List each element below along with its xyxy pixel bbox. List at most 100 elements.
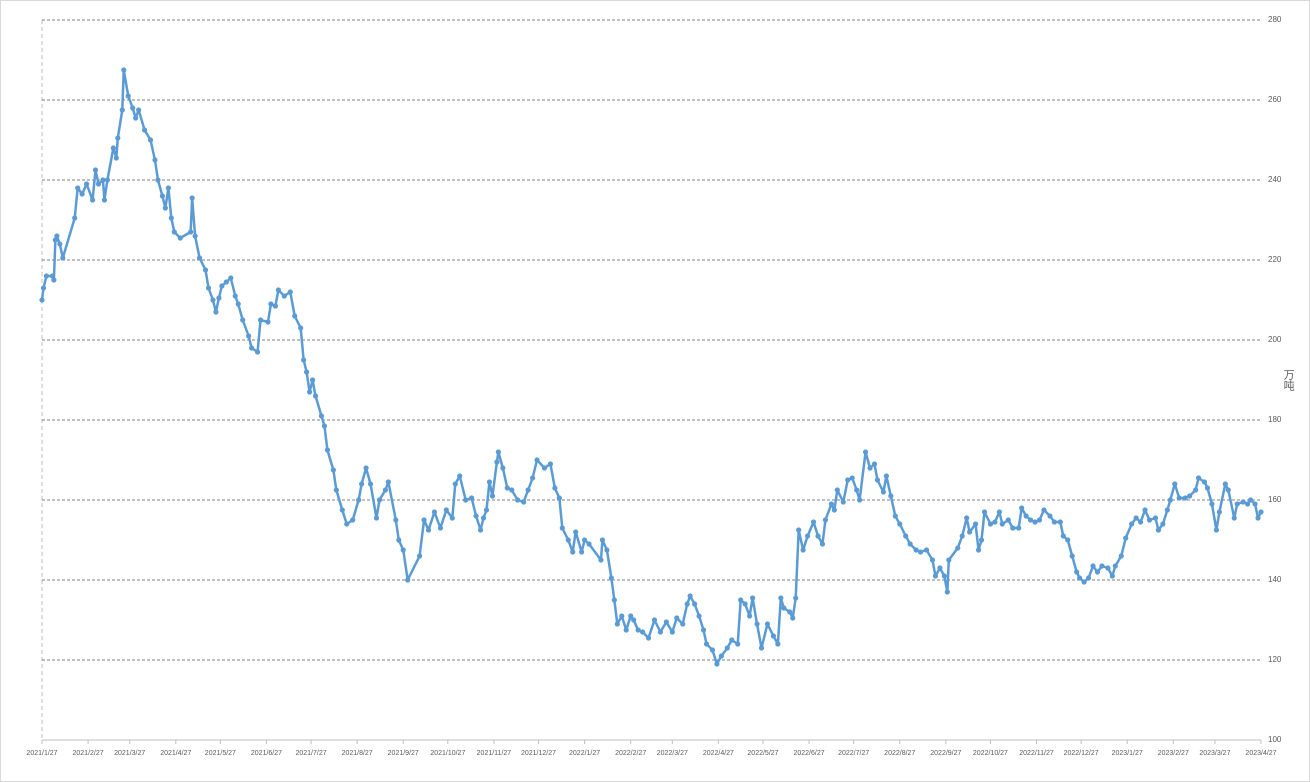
data-point bbox=[393, 517, 399, 523]
y-tick-label: 260 bbox=[1268, 95, 1282, 104]
data-point bbox=[1041, 507, 1047, 513]
data-point bbox=[421, 517, 427, 523]
data-point bbox=[504, 485, 510, 491]
data-point bbox=[405, 577, 411, 583]
x-tick-label: 2021/9/27 bbox=[388, 750, 419, 757]
data-point bbox=[764, 621, 771, 627]
data-point bbox=[874, 477, 881, 483]
data-point bbox=[232, 293, 238, 299]
data-point bbox=[1201, 479, 1208, 485]
data-point bbox=[1109, 573, 1115, 579]
data-point bbox=[804, 533, 811, 539]
data-point bbox=[216, 295, 222, 301]
data-point bbox=[598, 557, 604, 563]
data-point bbox=[1255, 515, 1261, 521]
x-tick-label: 2023/3/27 bbox=[1199, 750, 1230, 757]
data-point bbox=[521, 499, 527, 505]
data-point bbox=[1069, 553, 1075, 559]
data-point bbox=[113, 155, 119, 161]
x-tick-label: 2023/1/27 bbox=[1112, 750, 1143, 757]
data-point bbox=[815, 533, 821, 539]
data-point bbox=[1245, 501, 1251, 507]
data-point bbox=[883, 473, 889, 479]
data-point bbox=[130, 105, 136, 111]
x-tick-label: 2022/10/27 bbox=[973, 750, 1008, 757]
x-tick-label: 2023/4/27 bbox=[1245, 750, 1276, 757]
data-point bbox=[1234, 501, 1240, 507]
data-point bbox=[941, 573, 947, 579]
data-point bbox=[89, 197, 96, 203]
data-point bbox=[628, 613, 634, 619]
data-point bbox=[955, 545, 961, 551]
data-point bbox=[781, 605, 787, 611]
x-tick-label: 2021/2/27 bbox=[73, 750, 104, 757]
data-point bbox=[473, 513, 479, 519]
data-point bbox=[972, 521, 979, 527]
y-tick-label: 200 bbox=[1268, 335, 1282, 344]
data-point bbox=[992, 519, 998, 525]
data-point bbox=[1027, 517, 1034, 523]
data-point bbox=[104, 177, 111, 183]
data-point bbox=[449, 515, 455, 521]
data-point bbox=[907, 541, 913, 547]
data-point bbox=[800, 547, 806, 553]
data-point bbox=[1036, 517, 1043, 523]
data-point bbox=[754, 621, 760, 627]
data-point bbox=[1187, 493, 1193, 499]
data-point bbox=[1051, 519, 1057, 525]
data-point bbox=[416, 553, 423, 559]
data-point bbox=[452, 481, 458, 487]
data-point bbox=[333, 487, 339, 493]
data-point bbox=[1247, 497, 1254, 503]
data-point bbox=[1231, 515, 1237, 521]
y-tick-label: 240 bbox=[1268, 175, 1282, 184]
data-point bbox=[254, 349, 261, 355]
data-point bbox=[611, 597, 617, 603]
data-point bbox=[541, 465, 548, 471]
data-point bbox=[400, 547, 406, 553]
data-point bbox=[312, 393, 319, 399]
data-point bbox=[631, 617, 637, 623]
data-point bbox=[692, 601, 698, 607]
data-point bbox=[674, 615, 680, 621]
data-point bbox=[509, 487, 515, 493]
data-point bbox=[857, 497, 863, 503]
data-point bbox=[1195, 475, 1202, 481]
x-tick-label: 2021/10/27 bbox=[430, 750, 465, 757]
data-point bbox=[845, 477, 851, 483]
y-tick-label: 100 bbox=[1268, 735, 1282, 744]
data-point bbox=[495, 449, 501, 455]
data-point bbox=[582, 537, 588, 543]
data-point bbox=[867, 465, 873, 471]
data-point bbox=[1176, 495, 1182, 501]
data-point bbox=[888, 493, 894, 499]
data-point bbox=[929, 557, 936, 563]
data-point bbox=[92, 167, 99, 173]
data-point bbox=[350, 517, 356, 523]
data-point bbox=[385, 479, 391, 485]
data-point bbox=[1213, 527, 1220, 533]
data-point bbox=[735, 641, 741, 647]
data-point bbox=[684, 601, 690, 607]
data-point bbox=[729, 637, 735, 643]
data-point bbox=[40, 285, 47, 291]
data-point bbox=[318, 413, 325, 419]
data-point bbox=[240, 317, 246, 323]
data-point bbox=[747, 613, 753, 619]
data-point bbox=[738, 597, 744, 603]
data-point bbox=[635, 627, 641, 633]
data-point bbox=[1192, 487, 1199, 493]
data-point bbox=[171, 229, 177, 235]
data-point bbox=[840, 499, 846, 505]
data-point bbox=[703, 641, 710, 647]
data-point bbox=[923, 547, 930, 553]
data-point bbox=[494, 459, 500, 465]
data-point bbox=[614, 621, 620, 627]
data-point bbox=[339, 507, 345, 513]
data-point bbox=[570, 549, 576, 555]
data-point bbox=[202, 267, 209, 273]
data-point bbox=[515, 497, 521, 503]
data-point bbox=[265, 319, 271, 325]
data-point bbox=[552, 485, 558, 491]
